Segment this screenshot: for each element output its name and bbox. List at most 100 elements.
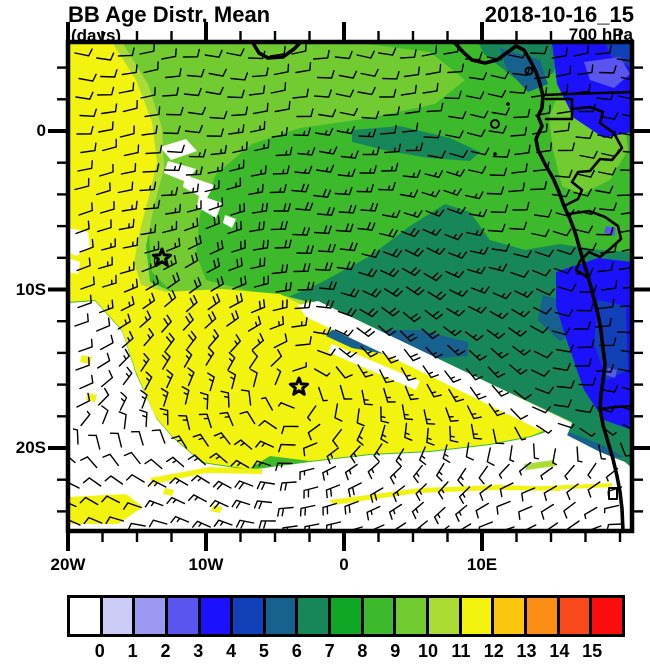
wind-barb: [183, 348, 193, 368]
wind-barb: [356, 50, 375, 59]
plot-title: BB Age Distr. Mean: [68, 2, 271, 27]
y-axis-label: 20S: [15, 438, 46, 457]
wind-barb: [621, 248, 632, 252]
wind-barb: [509, 445, 515, 463]
wind-barb: [226, 177, 242, 191]
wind-barb: [318, 243, 336, 253]
wind-barb: [334, 186, 353, 196]
wind-barb: [163, 255, 177, 271]
wind-barb: [555, 65, 572, 78]
wind-barb: [553, 122, 571, 133]
wind-barb: [188, 277, 202, 294]
wind-barb: [510, 270, 530, 278]
wind-barb: [250, 299, 266, 314]
wind-barb: [140, 224, 157, 236]
wind-barb: [326, 447, 340, 465]
coastline: [251, 42, 302, 60]
wind-barb: [357, 86, 376, 96]
island-outline: [490, 119, 500, 129]
wind-barb: [117, 313, 131, 330]
wind-barb: [340, 150, 359, 159]
wind-barb: [140, 389, 148, 409]
region-white-south: [68, 301, 632, 531]
wind-barb: [204, 180, 220, 193]
wind-barb: [514, 144, 531, 156]
wind-barb: [270, 82, 287, 94]
wind-barb: [587, 481, 601, 498]
wind-barb: [117, 181, 134, 194]
wind-barb: [273, 63, 290, 76]
wind-barb: [359, 308, 379, 318]
wind-barb: [247, 50, 266, 60]
wind-barb: [161, 186, 179, 197]
wind-barb: [579, 150, 598, 159]
wind-barb: [303, 442, 318, 457]
region-yellow-streak-1: [150, 467, 262, 484]
wind-barb: [274, 100, 291, 113]
wind-barb: [402, 169, 421, 179]
wind-barb: [403, 66, 420, 78]
wind-barb: [470, 147, 490, 156]
wind-barb: [207, 372, 215, 392]
wind-barb: [253, 139, 270, 152]
region-steel-blue-wedge: [558, 428, 624, 458]
wind-barb: [270, 349, 283, 367]
wind-barb: [379, 88, 397, 98]
wind-barb: [573, 321, 591, 330]
wind-barb: [296, 108, 314, 118]
wind-barb: [443, 188, 462, 196]
wind-barb: [358, 128, 377, 138]
wind-barb: [228, 124, 245, 135]
wind-barb: [492, 292, 512, 300]
wind-barb: [99, 299, 114, 314]
wind-barb: [199, 392, 209, 410]
wind-barb: [536, 424, 553, 434]
wind-barb: [577, 64, 594, 76]
wind-barb: [144, 500, 164, 508]
wind-barb: [384, 143, 401, 154]
wind-barb: [492, 149, 511, 158]
wind-barb: [144, 371, 153, 391]
wind-barb: [292, 88, 309, 99]
wind-barb: [209, 240, 224, 255]
wind-barb: [447, 206, 466, 215]
wind-barb: [109, 432, 123, 448]
wind-barb: [294, 299, 312, 310]
wind-barb: [274, 239, 292, 249]
wind-barb: [551, 327, 571, 336]
wind-barb: [126, 474, 145, 483]
wind-barb: [412, 464, 423, 484]
wind-barb: [248, 221, 265, 233]
wind-barb: [358, 268, 378, 278]
wind-barb: [206, 257, 221, 274]
wind-barb: [166, 369, 174, 389]
wind-barb: [468, 349, 487, 361]
wind-barb: [258, 420, 277, 430]
wind-barb: [554, 169, 573, 178]
wind-barb: [275, 281, 292, 293]
wind-barb: [96, 182, 111, 196]
wind-barb: [213, 519, 233, 527]
wind-barb: [357, 221, 376, 231]
wind-barb: [536, 142, 553, 154]
wind-barb: [273, 333, 288, 349]
coastline: [453, 42, 625, 531]
colorbar-label: 4: [226, 641, 237, 661]
wind-barb: [579, 284, 597, 293]
wind-barb: [279, 481, 297, 491]
wind-barb: [620, 211, 632, 215]
region-violet-dot-2: [606, 368, 617, 378]
wind-barb: [488, 263, 508, 272]
wind-barb: [467, 305, 487, 314]
wind-barb: [118, 411, 127, 430]
wind-barb: [97, 352, 111, 369]
country-border: [598, 404, 632, 411]
colorbar: [67, 595, 625, 637]
wind-barb: [513, 250, 532, 258]
wind-barb: [598, 167, 617, 176]
wind-barb: [455, 504, 468, 522]
wind-barb: [164, 162, 182, 172]
wind-barb: [490, 71, 510, 80]
wind-barb: [169, 477, 189, 486]
wind-barb: [405, 286, 425, 296]
